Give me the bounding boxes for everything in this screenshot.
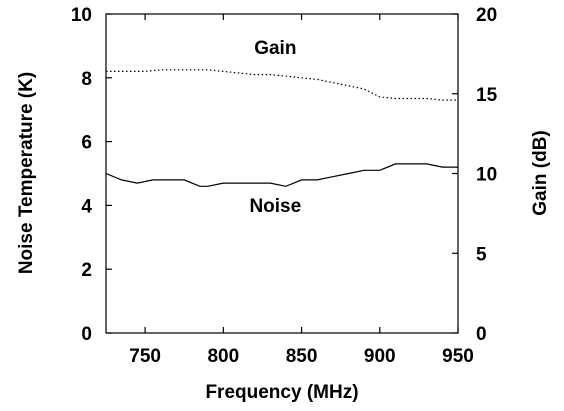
- y-left-tick-label: 4: [81, 196, 92, 217]
- y-left-tick-label: 6: [81, 133, 92, 154]
- y-right-tick-label: 20: [476, 5, 497, 26]
- x-tick-label: 950: [442, 346, 474, 367]
- x-tick-label: 750: [129, 346, 161, 367]
- series-label-noise: Noise: [249, 196, 301, 217]
- series-line-gain: [106, 69, 458, 101]
- y-left-tick-label: 10: [71, 5, 92, 26]
- y-right-tick-label: 0: [476, 324, 487, 345]
- series-line-noise: [105, 163, 458, 187]
- x-tick-label: 900: [364, 346, 396, 367]
- y-axis-label-right: Gain (dB): [530, 130, 551, 216]
- y-left-tick-label: 8: [81, 69, 92, 90]
- y-right-tick-label: 10: [476, 165, 497, 186]
- series-lines: [105, 69, 458, 187]
- x-tick-label: 850: [286, 346, 318, 367]
- y-right-tick-label: 15: [476, 85, 498, 106]
- series-label-gain: Gain: [254, 38, 296, 59]
- x-axis-label: Frequency (MHz): [205, 382, 358, 403]
- x-tick-label: 800: [207, 346, 239, 367]
- series-labels: Gain Noise: [249, 38, 301, 217]
- y-left-tick-label: 0: [81, 324, 92, 345]
- y-axis-label-left: Noise Temperature (K): [16, 72, 37, 274]
- plot-area: [106, 14, 458, 333]
- y-right-tick-label: 5: [476, 244, 487, 265]
- y-left-tick-label: 2: [81, 260, 92, 281]
